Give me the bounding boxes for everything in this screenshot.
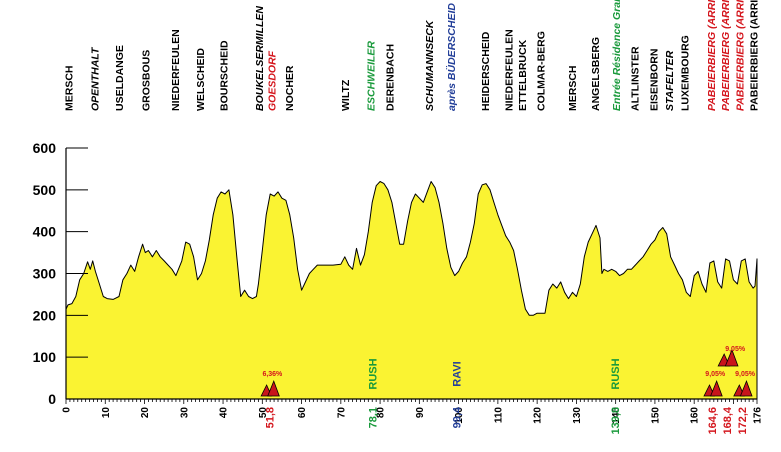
location-label-26: PABEIERBIERG (ARRIVÉE) bbox=[705, 0, 718, 111]
location-label-11: ESCHWEILER bbox=[366, 41, 378, 111]
climb-marker-0: 6,36% bbox=[260, 371, 283, 397]
x-tick-label-80: 80 bbox=[376, 407, 387, 419]
x-tick-label-150: 150 bbox=[650, 407, 661, 424]
location-label-8: GOESDORF bbox=[267, 50, 279, 111]
climb-marker-2: 9,05% bbox=[717, 346, 746, 367]
sprint-label-1: RAVI bbox=[451, 361, 463, 386]
km-marker-2: 99,4 bbox=[451, 406, 463, 428]
sprint-label-0: RUSH bbox=[368, 358, 380, 389]
x-tick-label-70: 70 bbox=[336, 407, 347, 419]
km-marker-4: 164,6 bbox=[707, 407, 719, 435]
location-label-9: NOCHER bbox=[284, 65, 296, 111]
km-marker-3: 139,8 bbox=[610, 407, 622, 435]
location-label-15: HEIDERSCHEID bbox=[480, 31, 492, 111]
x-tick-label-0: 0 bbox=[62, 407, 73, 413]
y-tick-label-500: 500 bbox=[33, 182, 57, 198]
location-label-27: PABEIERBIERG (ARRIVÉE) bbox=[719, 0, 732, 111]
location-label-23: EISENBORN bbox=[648, 49, 660, 111]
km-marker-1: 78,1 bbox=[368, 407, 380, 428]
climb-triangle-front bbox=[724, 348, 739, 367]
x-tick-label-176: 176 bbox=[753, 407, 764, 424]
location-label-20: ANGELSBERG bbox=[590, 37, 602, 111]
x-tick-label-10: 10 bbox=[101, 407, 112, 419]
location-label-18: COLMAR-BERG bbox=[536, 31, 548, 111]
y-tick-label-200: 200 bbox=[33, 307, 57, 323]
climb-grade-label: 6,36% bbox=[262, 371, 283, 378]
location-label-5: WELSCHEID bbox=[195, 48, 207, 111]
sprint-label-2: RUSH bbox=[610, 358, 622, 389]
x-tick-label-50: 50 bbox=[258, 407, 269, 419]
x-tick-label-120: 120 bbox=[533, 407, 544, 424]
location-label-4: NIEDERFEULEN bbox=[170, 29, 182, 111]
x-tick-label-30: 30 bbox=[179, 407, 190, 419]
location-label-24: STAFELTER bbox=[664, 50, 676, 111]
elevation-area bbox=[65, 181, 758, 400]
location-label-14: après BÜDERSCHEID bbox=[445, 3, 458, 111]
x-tick-label-60: 60 bbox=[297, 407, 308, 419]
location-label-0: MERSCH bbox=[64, 65, 76, 111]
climb-grade-label: 9,05% bbox=[725, 346, 746, 353]
y-tick-label-600: 600 bbox=[33, 140, 57, 156]
location-label-13: SCHUMANNSECK bbox=[424, 19, 436, 111]
climb-triangle-front bbox=[267, 380, 280, 397]
location-label-28: PABEIERBIERG (ARRIVÉE) bbox=[734, 0, 747, 111]
climb-grade-label: 9,05% bbox=[705, 371, 726, 378]
km-marker-0: 51,8 bbox=[264, 407, 276, 428]
location-label-12: DERENBACH bbox=[385, 44, 397, 111]
y-tick-label-400: 400 bbox=[33, 224, 57, 240]
x-tick-label-20: 20 bbox=[140, 407, 151, 419]
x-tick-label-40: 40 bbox=[219, 407, 230, 419]
location-label-3: GROSBOUS bbox=[141, 50, 153, 111]
x-tick-label-130: 130 bbox=[572, 407, 583, 424]
location-label-17: ETTELBRUCK bbox=[517, 39, 529, 111]
climb-grade-label: 9,05% bbox=[735, 371, 756, 378]
location-label-6: BOURSCHEID bbox=[218, 40, 230, 111]
x-tick-label-110: 110 bbox=[493, 407, 504, 424]
x-tick-label-140: 140 bbox=[611, 407, 622, 424]
location-label-21: Entrée Résidence Grand-Duc Jean bbox=[611, 0, 623, 111]
location-label-2: USELDANGE bbox=[114, 45, 126, 111]
km-marker-5: 168,4 bbox=[722, 406, 734, 434]
climb-triangle-front bbox=[739, 380, 753, 397]
location-label-22: ALTLINSTER bbox=[630, 46, 642, 111]
location-label-16: NIEDERFEULEN bbox=[503, 29, 515, 111]
climb-marker-3: 9,05% bbox=[733, 371, 756, 397]
location-label-19: MERSCH bbox=[567, 65, 579, 111]
x-tick-label-90: 90 bbox=[415, 407, 426, 419]
location-label-29: PABEIERBIERG (ARRIVÉE) bbox=[747, 0, 760, 111]
location-label-10: WILTZ bbox=[340, 79, 352, 111]
location-label-1: OPENTHALT bbox=[90, 46, 102, 111]
climb-marker-1: 9,05% bbox=[703, 371, 726, 397]
km-marker-6: 172,2 bbox=[737, 407, 749, 435]
location-label-7: BOUKELSERMILLEN bbox=[254, 6, 266, 111]
x-tick-label-160: 160 bbox=[690, 407, 701, 424]
y-tick-label-100: 100 bbox=[33, 349, 57, 365]
x-tick-label-100: 100 bbox=[454, 407, 465, 424]
y-tick-label-0: 0 bbox=[48, 391, 56, 407]
climb-triangle-front bbox=[709, 380, 723, 397]
location-label-25: LUXEMBOURG bbox=[679, 35, 691, 111]
y-tick-label-300: 300 bbox=[33, 266, 57, 282]
